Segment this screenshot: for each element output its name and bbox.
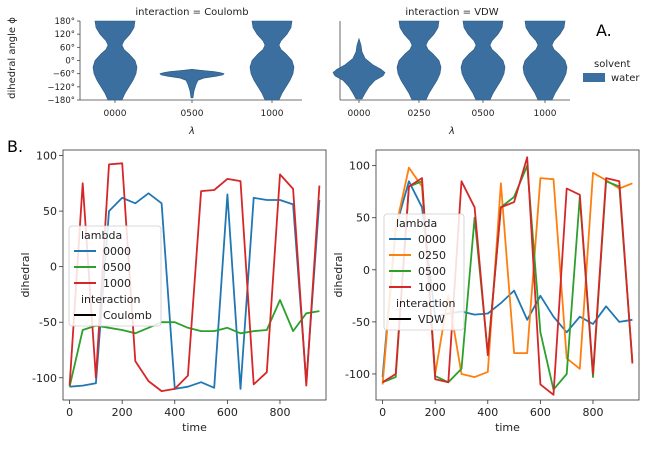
violin-ytick-label: −180°: [47, 96, 75, 106]
violin-xlabel-vdw: λ: [448, 126, 455, 137]
coulomb-chart-legend-entry: 1000: [103, 277, 131, 290]
panel-label-a: A.: [596, 21, 612, 40]
violin-0500: [159, 68, 225, 99]
violin-title-coulomb: interaction = Coulomb: [135, 7, 248, 18]
vdw-chart-frame: [375, 149, 640, 401]
panel-label-b: B.: [7, 137, 23, 156]
vdw-chart-xtick-label: 200: [425, 406, 446, 419]
coulomb-chart-ytick-label: 50: [43, 205, 57, 218]
vdw-chart-xtick-label: 600: [530, 406, 551, 419]
vdw-chart-ytick-label: 50: [356, 212, 370, 225]
coulomb-chart-frame: [62, 149, 327, 401]
violin-xtick-label: 0500: [181, 109, 204, 119]
coulomb-chart-legend-entry: 0000: [103, 245, 131, 258]
violin-1000: [522, 20, 568, 101]
vdw-chart-ylabel: dihedral: [332, 252, 345, 297]
coulomb-chart-ytick-label: -100: [32, 372, 57, 385]
violin-1000: [249, 20, 295, 101]
vdw-chart-xtick-label: 0: [379, 406, 386, 419]
violin-xtick-label: 1000: [534, 109, 557, 119]
violin-xtick-label: 0250: [408, 109, 431, 119]
line-chart-coulomb: 0 200 400 600 800 -100 -50 0 50 100 time dihedral la…: [19, 149, 327, 434]
violin-ytick-label: 0°: [65, 57, 75, 67]
coulomb-chart-legend-title2: interaction: [81, 293, 141, 306]
vdw-chart-xlabel: time: [495, 421, 520, 434]
violin-xtick-label: 1000: [261, 109, 284, 119]
coulomb-chart-legend-title: lambda: [81, 229, 122, 242]
coulomb-chart-ylabel: dihedral: [19, 252, 32, 297]
violin-0500: [460, 20, 506, 101]
coulomb-chart-xtick-label: 400: [164, 406, 185, 419]
violin-title-vdw: interaction = VDW: [405, 7, 498, 18]
vdw-chart-legend-entry: 0000: [418, 233, 446, 246]
coulomb-chart-series-0500: [68, 299, 320, 387]
vdw-chart-legend-entry: 0250: [418, 249, 446, 262]
violin-ylabel: dihedral angle ϕ: [7, 17, 18, 99]
vdw-chart-xtick-label: 400: [477, 406, 498, 419]
violin-xlabel-coulomb: λ: [188, 126, 195, 137]
vdw-chart-ytick-label: -100: [345, 368, 370, 381]
violin-ytick-label: −60°: [53, 70, 75, 80]
coulomb-chart-series-1000: [68, 162, 321, 392]
violin-xtick-label: 0000: [348, 109, 371, 119]
vdw-chart-xtick-label: 800: [582, 406, 603, 419]
vdw-chart-series-1000: [382, 156, 634, 396]
solvent-legend-title: solvent: [594, 59, 631, 70]
violin-ytick-label: −120°: [47, 83, 75, 93]
violin-ytick-label: 120°: [55, 30, 75, 40]
coulomb-chart-legend-entry: 0500: [103, 261, 131, 274]
coulomb-chart-ytick-label: 100: [36, 150, 57, 163]
vdw-chart-legend-box: [383, 213, 465, 331]
violin-panel-coulomb: interaction = Coulomb dihedral angle ϕ λ…: [7, 7, 302, 137]
coulomb-chart-xtick-label: 0: [66, 406, 73, 419]
coulomb-chart-xlabel: time: [182, 421, 207, 434]
vdw-chart-legend-entry: 1000: [418, 281, 446, 294]
violin-xtick-label: 0000: [104, 109, 127, 119]
vdw-chart-legend-title2: interaction: [396, 297, 456, 310]
coulomb-chart-xtick-label: 600: [217, 406, 238, 419]
violin-ytick-label: 180°: [55, 17, 75, 27]
solvent-legend-entry: water: [611, 73, 640, 84]
vdw-chart-legend: lambda 0000 0250 0500 1000 interaction VDW: [383, 213, 465, 331]
coulomb-chart-xtick-label: 200: [112, 406, 133, 419]
coulomb-chart-legend: lambda 0000 0500 1000 interaction Coulomb: [68, 225, 162, 327]
violin-0000: [92, 20, 138, 101]
line-chart-vdw: 0 200 400 600 800 -100 -50 0 50 100 time dihedral la…: [332, 149, 640, 434]
vdw-chart-ytick-label: 100: [349, 160, 370, 173]
vdw-chart-ytick-label: -50: [352, 316, 370, 329]
vdw-chart-legend-entry: 0500: [418, 265, 446, 278]
coulomb-chart-xtick-label: 800: [269, 406, 290, 419]
violin-0250: [396, 20, 442, 101]
coulomb-chart-ytick-label: -50: [39, 316, 57, 329]
violin-panel-vdw: interaction = VDW λ 0000 0250 0500 1000 sol…: [332, 7, 640, 137]
vdw-chart-legend-title: lambda: [396, 217, 437, 230]
vdw-chart-legend-entry2: VDW: [418, 313, 445, 326]
violin-xtick-label: 0500: [472, 109, 495, 119]
solvent-legend-swatch: [583, 73, 605, 82]
violin-0000: [332, 37, 386, 100]
coulomb-chart-ytick-label: 0: [50, 261, 57, 274]
violin-ytick-label: 60°: [60, 43, 75, 53]
vdw-chart-ytick-label: 0: [363, 264, 370, 277]
coulomb-chart-legend-entry2: Coulomb: [103, 309, 152, 322]
